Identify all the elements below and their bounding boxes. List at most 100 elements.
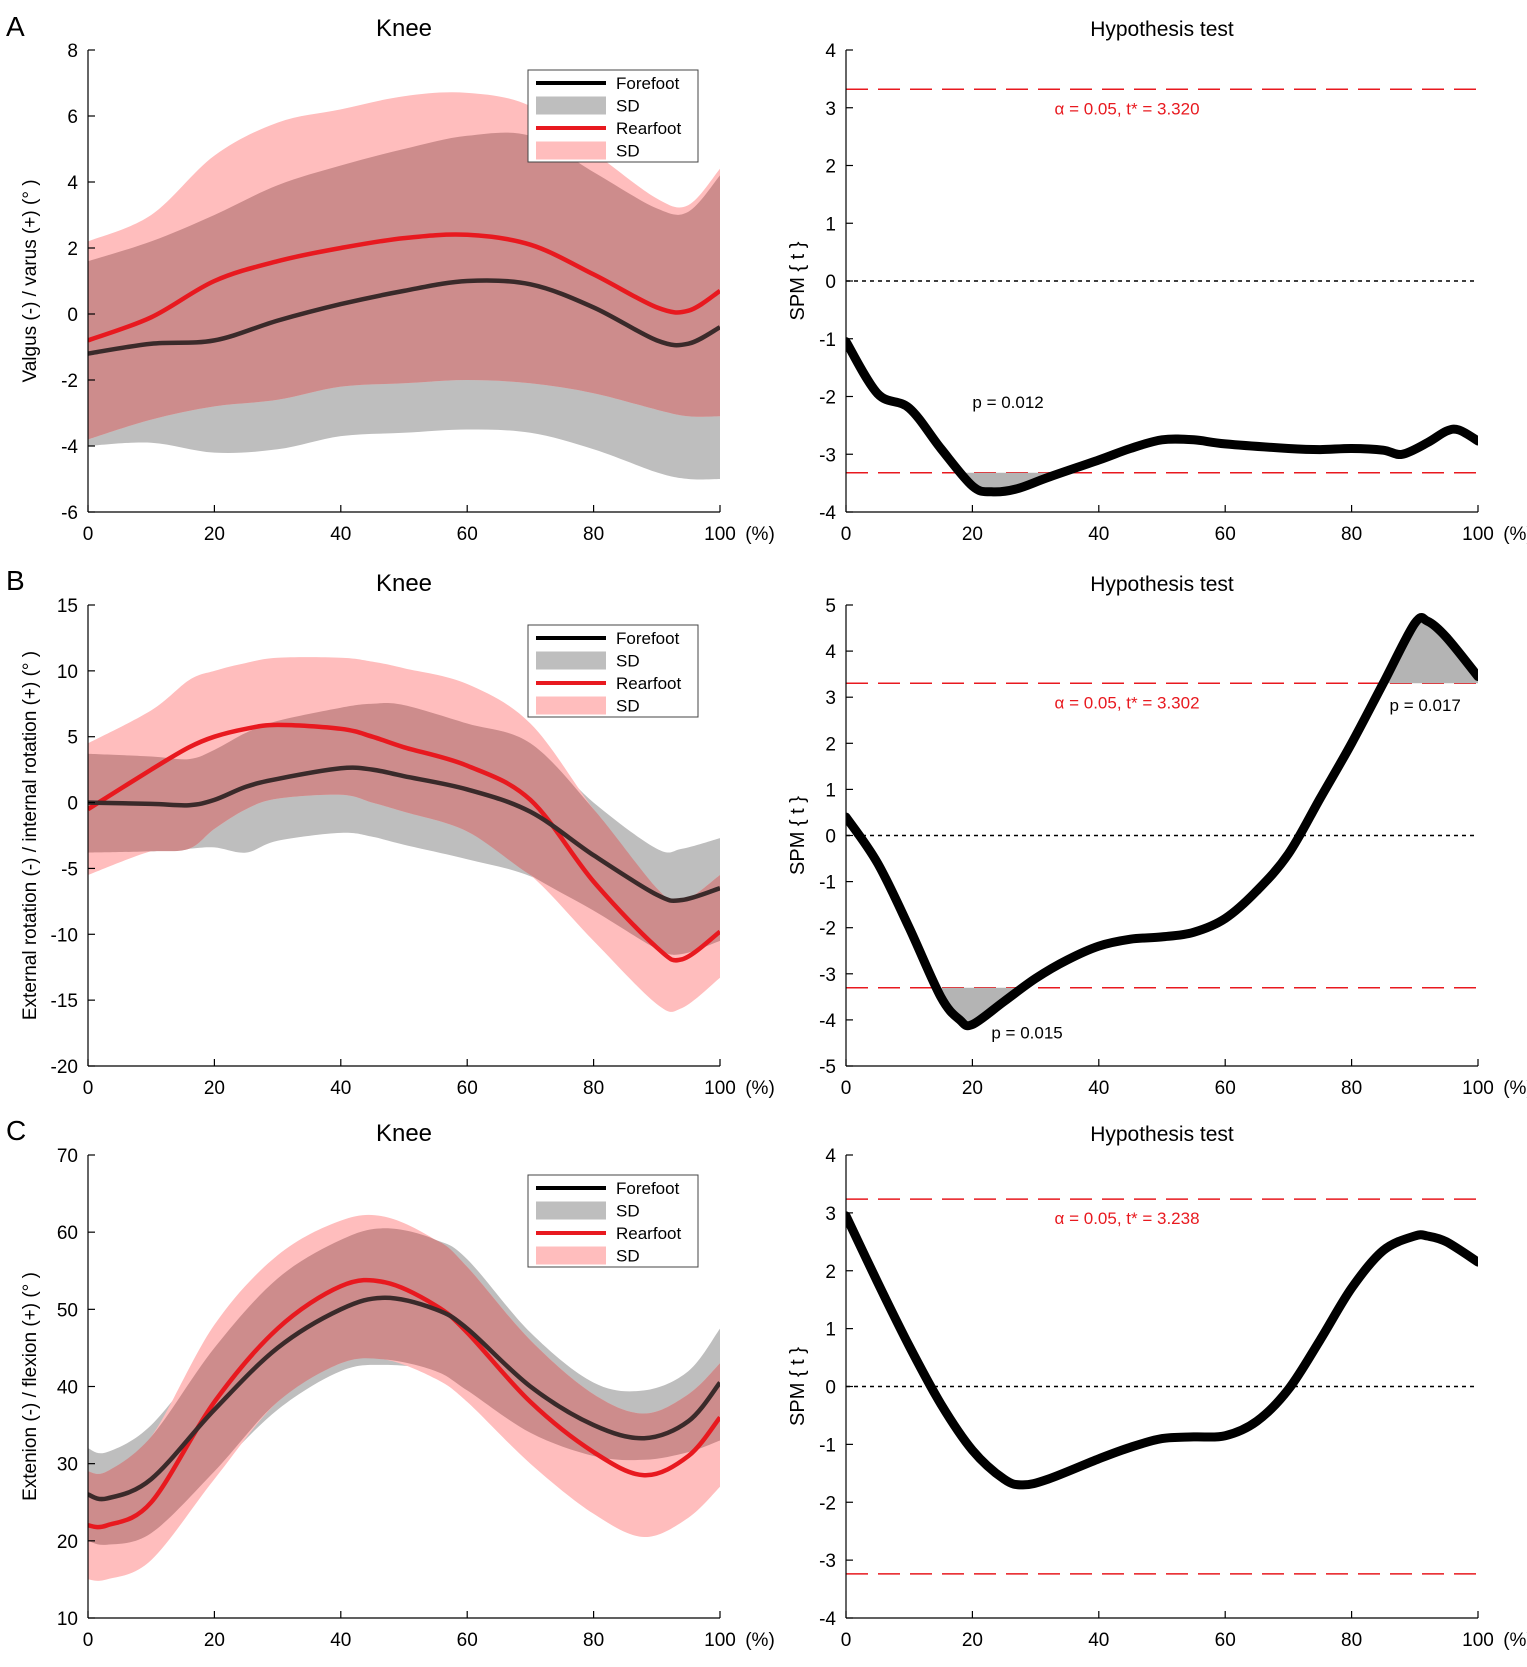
y-tick-label: -3 (819, 965, 836, 986)
legend: Forefoot SD Rearfoot SD (527, 1174, 699, 1268)
chart-title: Knee (376, 1120, 432, 1147)
y-tick-label: 10 (57, 1609, 78, 1630)
mean-line-forefoot (88, 278, 720, 356)
y-tick-label: 2 (825, 1262, 836, 1283)
x-tick-label: 20 (204, 1630, 225, 1651)
x-unit-label: (%) (1503, 524, 1527, 545)
x-tick-label: 80 (1341, 524, 1362, 545)
plot-area (88, 92, 720, 480)
y-tick-label: -2 (819, 1493, 836, 1514)
y-tick-label: 2 (825, 157, 836, 178)
panel-A-left: A Knee Valgus (-) / varus (+) (° ) Forefoot… (6, 11, 775, 545)
y-tick-label: -20 (51, 1057, 78, 1078)
panel-B-right: Hypothesis test SPM { t } p = 0.015 p = 0.0… (787, 573, 1527, 1099)
legend-swatch (536, 141, 606, 160)
y-tick-label: 30 (57, 1455, 78, 1476)
sd-overlap (88, 1228, 720, 1545)
y-tick-label: 70 (57, 1146, 78, 1167)
y-tick-label: -2 (819, 919, 836, 940)
legend-label: Rearfoot (616, 1224, 681, 1243)
chart-title: Hypothesis test (1090, 573, 1234, 596)
x-tick-label: 40 (330, 1630, 351, 1651)
y-tick-label: 0 (67, 305, 78, 326)
legend-swatch (536, 651, 606, 670)
legend-swatch (536, 1246, 606, 1265)
legend-label: SD (616, 142, 640, 161)
y-axis-label: External rotation (-) / internal rotatio… (20, 651, 41, 1020)
x-tick-label: 20 (962, 524, 983, 545)
x-tick-label: 40 (1088, 524, 1109, 545)
suprathreshold-cluster (928, 987, 1023, 1025)
y-tick-label: 1 (825, 1320, 836, 1341)
spm-t-curve (846, 337, 1478, 497)
chart-title: Hypothesis test (1090, 18, 1234, 41)
chart-title: Hypothesis test (1090, 1123, 1234, 1146)
y-tick-label: -15 (51, 991, 78, 1012)
y-tick-label: 40 (57, 1378, 78, 1399)
x-tick-label: 20 (962, 1078, 983, 1099)
y-tick-label: 20 (57, 1532, 78, 1553)
y-tick-label: -6 (61, 503, 78, 524)
spm-t-curve (846, 613, 1478, 1031)
x-unit-label: (%) (1503, 1078, 1527, 1099)
panel-C-right: Hypothesis test SPM { t } α = 0.05, t* = 3… (787, 1123, 1527, 1651)
cluster-p-value: p = 0.017 (1390, 696, 1461, 715)
sd-overlap (88, 132, 720, 440)
y-tick-label: 6 (67, 107, 78, 128)
x-tick-label: 0 (83, 1078, 94, 1099)
sd-band-rearfoot (88, 1214, 720, 1581)
y-tick-label: 5 (825, 596, 836, 617)
x-tick-label: 40 (330, 524, 351, 545)
spm-t-curve (846, 1211, 1478, 1490)
legend-label: SD (616, 1202, 640, 1221)
mean-line-forefoot (88, 765, 720, 904)
x-tick-label: 80 (1341, 1630, 1362, 1651)
cluster-p-value: p = 0.012 (972, 393, 1043, 412)
x-tick-label: 60 (457, 1630, 478, 1651)
plot-area (88, 657, 720, 1012)
y-tick-label: -4 (819, 1011, 836, 1032)
x-tick-label: 40 (1088, 1078, 1109, 1099)
panel-letter: B (6, 565, 25, 596)
y-tick-label: 4 (825, 642, 836, 663)
y-axis-label: Extenion (-) / flexion (+) (° ) (20, 1272, 41, 1501)
x-tick-label: 0 (841, 1078, 852, 1099)
y-tick-label: -1 (819, 1435, 836, 1456)
threshold-label: α = 0.05, t* = 3.320 (1055, 99, 1200, 118)
legend-label: SD (616, 652, 640, 671)
y-tick-label: 0 (825, 1378, 836, 1399)
y-tick-label: 0 (67, 794, 78, 815)
x-tick-label: 80 (583, 524, 604, 545)
cluster-p-value: p = 0.015 (991, 1023, 1062, 1042)
x-tick-label: 0 (841, 1630, 852, 1651)
y-tick-label: 4 (67, 173, 78, 194)
y-tick-label: -10 (51, 925, 78, 946)
y-tick-label: 3 (825, 99, 836, 120)
legend-label: SD (616, 1247, 640, 1266)
x-tick-label: 100 (704, 1078, 736, 1099)
panel-B-left: B Knee External rotation (-) / internal ro… (6, 565, 775, 1099)
y-tick-label: 10 (57, 662, 78, 683)
chart-title: Knee (376, 570, 432, 597)
panel-letter: C (6, 1115, 26, 1146)
legend-swatch (536, 696, 606, 715)
x-tick-label: 80 (583, 1078, 604, 1099)
y-tick-label: 1 (825, 214, 836, 235)
y-tick-label: -2 (61, 371, 78, 392)
y-tick-label: 4 (825, 41, 836, 62)
x-tick-label: 60 (1215, 1630, 1236, 1651)
plot-area (846, 88, 1478, 497)
x-tick-label: 20 (962, 1630, 983, 1651)
panel-letter: A (6, 11, 25, 42)
y-tick-label: 2 (67, 239, 78, 260)
y-tick-label: 5 (67, 728, 78, 749)
y-axis-label: SPM { t } (787, 796, 809, 875)
y-axis-label: SPM { t } (787, 241, 809, 320)
x-tick-label: 20 (204, 524, 225, 545)
x-tick-label: 100 (704, 524, 736, 545)
y-tick-label: 3 (825, 1204, 836, 1225)
x-tick-label: 0 (83, 1630, 94, 1651)
y-tick-label: 4 (825, 1146, 836, 1167)
legend-label: SD (616, 697, 640, 716)
